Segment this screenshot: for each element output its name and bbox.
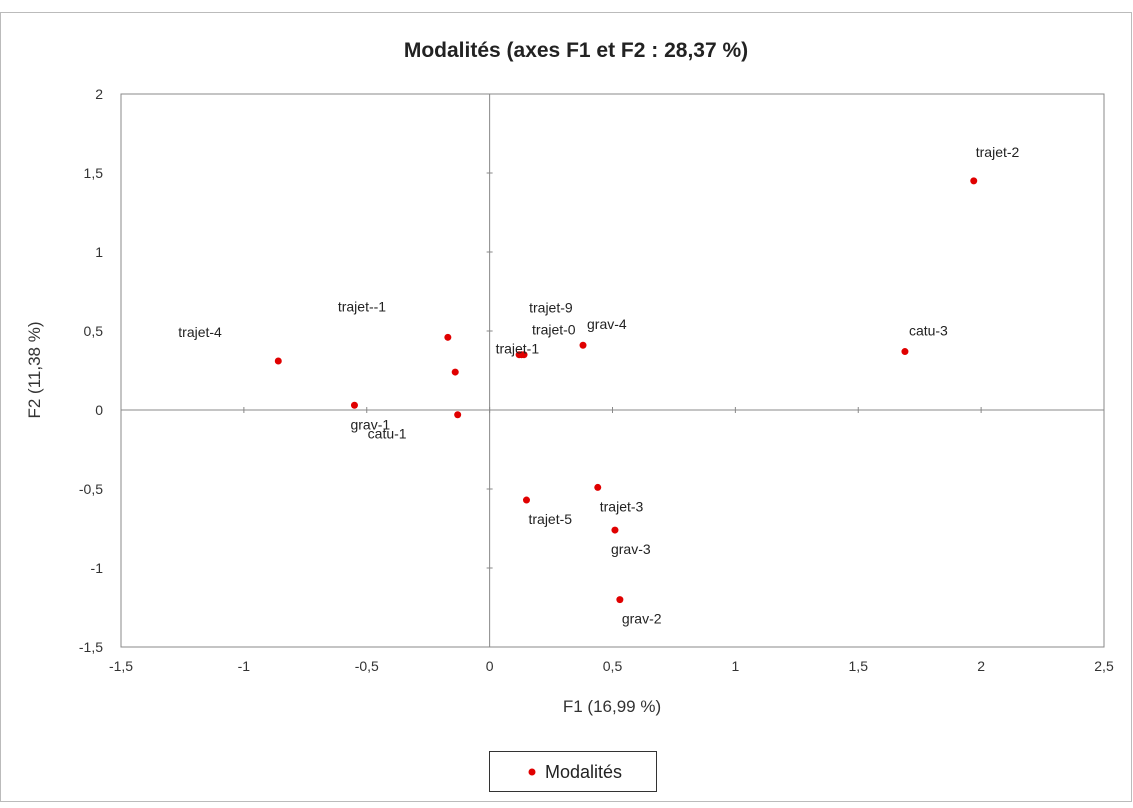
- point-label: trajet-0: [532, 322, 576, 338]
- chart-border: [0, 12, 1132, 802]
- point-label: trajet-5: [528, 511, 572, 527]
- point-label: trajet-3: [600, 498, 644, 514]
- data-point: [611, 526, 619, 534]
- point-label: trajet-1: [496, 341, 540, 357]
- point-label: grav-3: [611, 541, 651, 557]
- data-points: [274, 177, 978, 604]
- data-point: [522, 496, 530, 504]
- data-point: [350, 401, 358, 409]
- point-label: grav-4: [587, 316, 627, 332]
- x-tick-label: -1,5: [109, 658, 133, 674]
- data-point: [970, 177, 978, 185]
- y-tick-label: 2: [95, 86, 103, 102]
- data-point: [616, 596, 624, 604]
- y-tick-label: 0,5: [84, 323, 104, 339]
- legend: Modalités: [489, 751, 657, 792]
- point-label: grav-2: [622, 611, 662, 627]
- y-tick-label: -1: [91, 560, 104, 576]
- x-tick-label: 0: [486, 658, 494, 674]
- y-tick-label: -0,5: [79, 481, 103, 497]
- point-label: trajet-4: [178, 324, 222, 340]
- data-point: [518, 351, 526, 359]
- y-tick-label: 1,5: [84, 165, 104, 181]
- legend-box: [489, 751, 657, 792]
- y-tick-label: 0: [95, 402, 103, 418]
- point-label: catu-3: [909, 323, 948, 339]
- data-point: [451, 368, 459, 376]
- data-point: [901, 348, 909, 356]
- axes: [120, 93, 1105, 648]
- x-tick-label: 1,5: [849, 658, 869, 674]
- point-label: trajet-9: [529, 300, 573, 316]
- data-point: [444, 333, 452, 341]
- x-axis-label: F1 (16,99 %): [563, 697, 661, 716]
- x-tick-label: -0,5: [355, 658, 379, 674]
- chart-title: Modalités (axes F1 et F2 : 28,37 %): [404, 39, 748, 62]
- y-tick-labels: -1,5 -1 -0,5 0 0,5 1 1,5 2: [79, 86, 103, 655]
- y-axis-label: F2 (11,38 %): [25, 321, 44, 418]
- x-tick-labels: -1,5 -1 -0,5 0 0,5 1 1,5 2 2,5: [109, 658, 1114, 674]
- data-point: [454, 411, 462, 419]
- point-label: catu-1: [368, 426, 407, 442]
- data-point: [579, 341, 587, 349]
- point-label: grav-1: [350, 416, 390, 432]
- x-tick-label: 2: [977, 658, 985, 674]
- y-tick-label: 1: [95, 244, 103, 260]
- x-tick-label: 2,5: [1094, 658, 1114, 674]
- point-label: trajet-2: [976, 144, 1020, 160]
- x-tick-label: -1: [238, 658, 251, 674]
- point-label: trajet--1: [338, 298, 386, 314]
- x-tick-label: 1: [731, 658, 739, 674]
- data-point: [594, 483, 602, 491]
- y-tick-label: -1,5: [79, 639, 103, 655]
- plot-area: [120, 93, 1105, 648]
- x-tick-label: 0,5: [603, 658, 623, 674]
- legend-label: Modalités: [545, 762, 622, 782]
- legend-marker: [528, 768, 536, 776]
- point-labels: trajet-4 grav-1 trajet--1 catu-1 trajet-9 tra…: [178, 144, 1019, 627]
- data-point: [274, 357, 282, 365]
